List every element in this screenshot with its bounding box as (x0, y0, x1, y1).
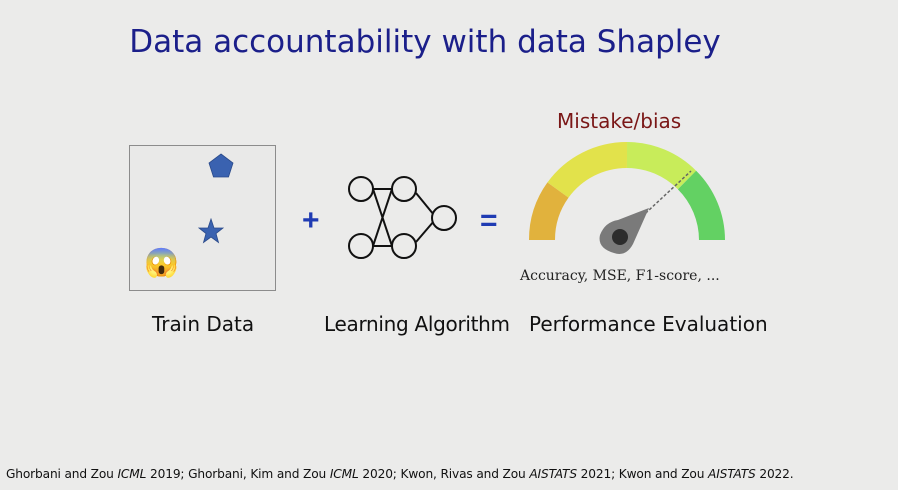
citation-venue: ICML (117, 467, 147, 481)
citation-venue: AISTATS (529, 467, 577, 481)
train-data-panel: 😱 (129, 145, 276, 291)
citation-part: 2019; Ghorbani, Kim and Zou (146, 467, 330, 481)
neural-network-icon (348, 176, 457, 259)
citation: Ghorbani and Zou ICML 2019; Ghorbani, Ki… (6, 467, 794, 481)
slide-title: Data accountability with data Shapley (129, 24, 721, 60)
citation-part: 2020; Kwon, Rivas and Zou (358, 467, 530, 481)
pentagon-icon (208, 153, 234, 178)
star-icon (198, 218, 224, 244)
citation-part: 2021; Kwon and Zou (576, 467, 709, 481)
equals-sign: = (480, 204, 498, 237)
plus-sign: + (302, 204, 320, 237)
citation-venue: ICML (329, 467, 359, 481)
performance-evaluation-label: Performance Evaluation (529, 312, 768, 336)
scream-emoji-icon: 😱 (144, 247, 179, 278)
gauge-label: Mistake/bias (557, 109, 682, 133)
citation-venue: AISTATS (708, 467, 756, 481)
learning-algorithm-label: Learning Algorithm (324, 312, 510, 336)
metrics-text: Accuracy, MSE, F1-score, ... (520, 268, 720, 284)
gauge-icon (528, 141, 725, 254)
citation-part: Ghorbani and Zou (6, 467, 118, 481)
train-data-label: Train Data (152, 312, 255, 336)
citation-part: 2022. (755, 467, 794, 481)
